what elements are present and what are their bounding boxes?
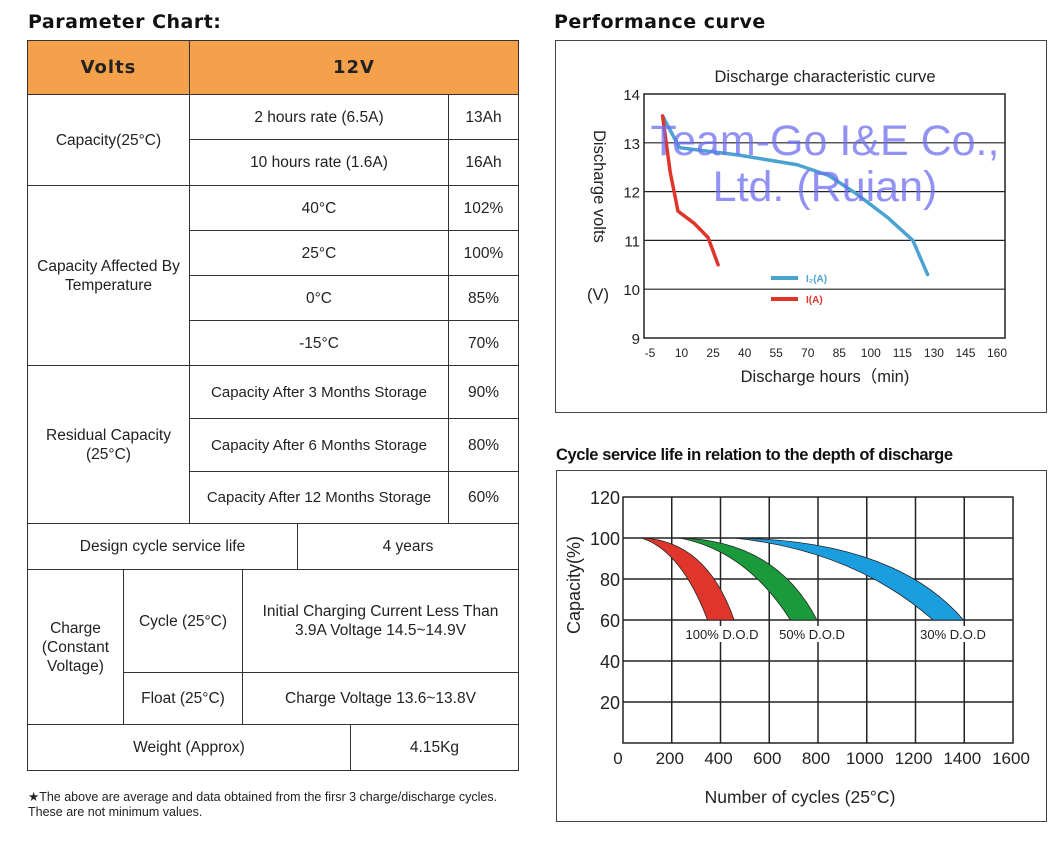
y-axis-label: Discharge volts xyxy=(590,130,608,243)
y-tick-label: 13 xyxy=(623,136,640,153)
capacity-row-name: 10 hours rate (1.6A) xyxy=(189,139,449,186)
capacity-row-value: 13Ah xyxy=(448,94,519,140)
design-life-value: 4 years xyxy=(297,523,519,570)
x-tick-label: 85 xyxy=(833,346,847,360)
residual-row-name: Capacity After 3 Months Storage xyxy=(189,365,449,419)
x-tick-label: 1200 xyxy=(895,749,933,768)
y-axis-label: Capacity(%) xyxy=(564,536,584,634)
capacity-row-value: 16Ah xyxy=(448,139,519,186)
dod-label: 50% D.O.D xyxy=(779,627,845,642)
charge-label: Charge (Constant Voltage) xyxy=(27,569,124,725)
x-tick-label: 400 xyxy=(704,749,732,768)
x-tick-label: 145 xyxy=(955,346,975,360)
residual-row-value: 90% xyxy=(448,365,519,419)
x-tick-label: 70 xyxy=(801,346,815,360)
y-tick-label: 120 xyxy=(590,488,620,508)
weight-label: Weight (Approx) xyxy=(27,724,351,771)
series-line xyxy=(660,114,720,267)
cycle-life-title: Cycle service life in relation to the de… xyxy=(556,446,953,464)
x-tick-label: 25 xyxy=(706,346,720,360)
x-tick-label: 130 xyxy=(924,346,944,360)
residual-row-name: Capacity After 6 Months Storage xyxy=(189,418,449,472)
weight-value: 4.15Kg xyxy=(350,724,519,771)
capacity-row-name: 2 hours rate (6.5A) xyxy=(189,94,449,140)
legend-label: I(A) xyxy=(806,295,823,306)
x-tick-label: 1000 xyxy=(846,749,884,768)
plot-area xyxy=(622,496,1014,744)
x-tick-label: 1400 xyxy=(943,749,981,768)
dod-label: 100% D.O.D xyxy=(686,627,759,642)
cycle-chart-frame xyxy=(556,470,1047,822)
plot-area xyxy=(643,93,1006,339)
temperature-row-name: -15°C xyxy=(189,320,449,366)
x-tick-label: 1600 xyxy=(992,749,1030,768)
y-tick-label: 100 xyxy=(590,529,620,549)
design-life-label: Design cycle service life xyxy=(27,523,298,570)
discharge-chart-frame xyxy=(555,40,1047,413)
y-tick-label: 9 xyxy=(632,331,640,348)
temperature-row-name: 25°C xyxy=(189,230,449,276)
dod-label: 30% D.O.D xyxy=(920,627,986,642)
temperature-row-value: 70% xyxy=(448,320,519,366)
y-tick-label: 40 xyxy=(600,652,620,672)
charge-float-label: Float (25°C) xyxy=(123,672,243,725)
x-tick-label: 160 xyxy=(987,346,1007,360)
x-axis-label: Number of cycles (25°C) xyxy=(705,787,896,807)
dod-band xyxy=(641,537,735,621)
x-tick-label: 100 xyxy=(861,346,881,360)
y-tick-label: 60 xyxy=(600,611,620,631)
label-bg xyxy=(776,626,848,642)
charge-float-value: Charge Voltage 13.6~13.8V xyxy=(242,672,519,725)
y-tick-label: 80 xyxy=(600,570,620,590)
x-tick-label: 55 xyxy=(770,346,784,360)
footnote: ★The above are average and data obtained… xyxy=(28,790,498,819)
y-tick-label: 14 xyxy=(623,87,640,104)
charge-cycle-label: Cycle (25°C) xyxy=(123,569,243,673)
x-tick-label: 10 xyxy=(675,346,689,360)
x-tick-label: -5 xyxy=(645,346,656,360)
x-tick-label: 40 xyxy=(738,346,752,360)
temperature-row-name: 40°C xyxy=(189,185,449,231)
temperature-row-value: 85% xyxy=(448,275,519,321)
charge-cycle-value: Initial Charging Current Less Than 3.9A … xyxy=(242,569,519,673)
x-tick-label: 115 xyxy=(893,346,912,360)
label-bg xyxy=(917,626,989,642)
y-tick-label: 12 xyxy=(623,185,640,202)
y-tick-label: 20 xyxy=(600,693,620,713)
residual-row-value: 80% xyxy=(448,418,519,472)
x-tick-label: 200 xyxy=(656,749,684,768)
label-bg xyxy=(682,626,762,642)
temperature-row-value: 100% xyxy=(448,230,519,276)
x-tick-label: 800 xyxy=(802,749,830,768)
watermark: Team-Go I&E Co., Ltd. (Ruian) xyxy=(650,117,1000,211)
x-tick-label: 600 xyxy=(753,749,781,768)
residual-row-name: Capacity After 12 Months Storage xyxy=(189,471,449,524)
header-12v: 12V xyxy=(189,40,519,95)
dod-band xyxy=(679,537,818,621)
temperature-label: Capacity Affected By Temperature xyxy=(27,185,190,366)
x-tick-label: 0 xyxy=(613,749,622,768)
dod-band xyxy=(734,537,965,621)
series-line xyxy=(660,114,930,277)
performance-title: Performance curve xyxy=(554,11,766,33)
y-tick-label: 11 xyxy=(624,233,640,250)
x-axis-label: Discharge hours（min) xyxy=(741,367,910,386)
parameter-chart-title: Parameter Chart: xyxy=(28,11,222,33)
y-axis-unit: (V) xyxy=(587,286,609,304)
legend-label: I₂(A) xyxy=(806,274,827,285)
y-tick-label: 10 xyxy=(623,282,640,299)
chart-title: Discharge characteristic curve xyxy=(715,68,936,86)
